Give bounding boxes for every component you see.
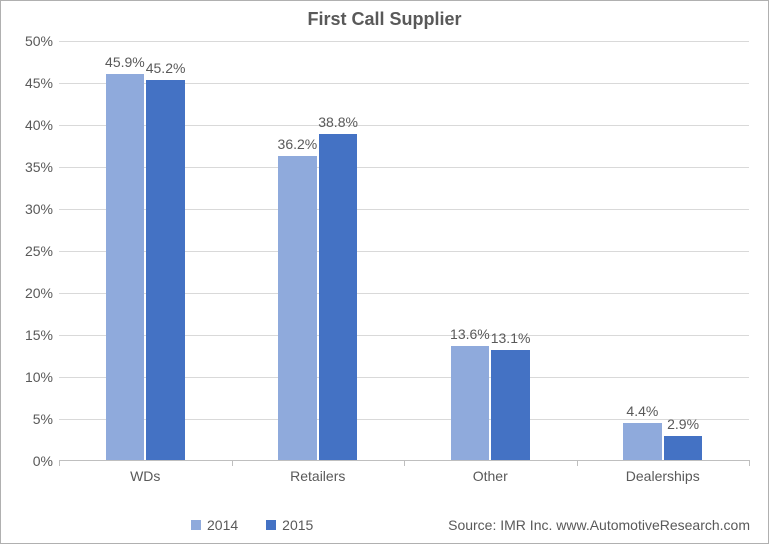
x-tick-mark <box>577 460 578 466</box>
legend-label: 2015 <box>282 517 313 533</box>
bar-value-label: 2.9% <box>667 416 699 436</box>
legend-label: 2014 <box>207 517 238 533</box>
y-tick-label: 40% <box>9 117 59 133</box>
legend-row: 2014 2015 Source: IMR Inc. www.Automotive… <box>1 517 768 533</box>
legend-swatch <box>191 520 201 530</box>
bar-value-label: 36.2% <box>278 136 318 156</box>
y-tick-label: 20% <box>9 285 59 301</box>
y-tick-label: 50% <box>9 33 59 49</box>
x-tick-label: WDs <box>130 460 160 484</box>
bar-value-label: 13.6% <box>450 326 490 346</box>
x-tick-label: Dealerships <box>626 460 700 484</box>
chart-title: First Call Supplier <box>1 1 768 30</box>
y-tick-label: 30% <box>9 201 59 217</box>
x-tick-mark <box>59 460 60 466</box>
bar: 38.8% <box>319 134 358 460</box>
bar: 45.2% <box>146 80 185 460</box>
y-tick-label: 10% <box>9 369 59 385</box>
bar-value-label: 13.1% <box>491 330 531 350</box>
x-tick-label: Retailers <box>290 460 345 484</box>
x-tick-label: Other <box>473 460 508 484</box>
bar: 36.2% <box>278 156 317 460</box>
chart-container: First Call Supplier 0%5%10%15%20%25%30%3… <box>0 0 769 544</box>
y-tick-label: 15% <box>9 327 59 343</box>
legend-items: 2014 2015 <box>191 517 313 533</box>
bar-value-label: 4.4% <box>626 403 658 423</box>
bar: 2.9% <box>664 436 703 460</box>
bar-value-label: 38.8% <box>318 114 358 134</box>
gridline <box>59 41 749 42</box>
y-tick-label: 45% <box>9 75 59 91</box>
bar: 45.9% <box>106 74 145 460</box>
bar: 4.4% <box>623 423 662 460</box>
legend-swatch <box>266 520 276 530</box>
bar: 13.6% <box>451 346 490 460</box>
bar: 13.1% <box>491 350 530 460</box>
y-tick-label: 35% <box>9 159 59 175</box>
y-tick-label: 25% <box>9 243 59 259</box>
y-tick-label: 5% <box>9 411 59 427</box>
plot-area: 0%5%10%15%20%25%30%35%40%45%50%WDs45.9%4… <box>59 41 749 461</box>
x-tick-mark <box>749 460 750 466</box>
bar-value-label: 45.2% <box>146 60 186 80</box>
x-tick-mark <box>232 460 233 466</box>
y-tick-label: 0% <box>9 453 59 469</box>
legend-item: 2015 <box>266 517 313 533</box>
legend-item: 2014 <box>191 517 238 533</box>
bar-value-label: 45.9% <box>105 54 145 74</box>
x-tick-mark <box>404 460 405 466</box>
source-text: Source: IMR Inc. www.AutomotiveResearch.… <box>448 517 750 533</box>
